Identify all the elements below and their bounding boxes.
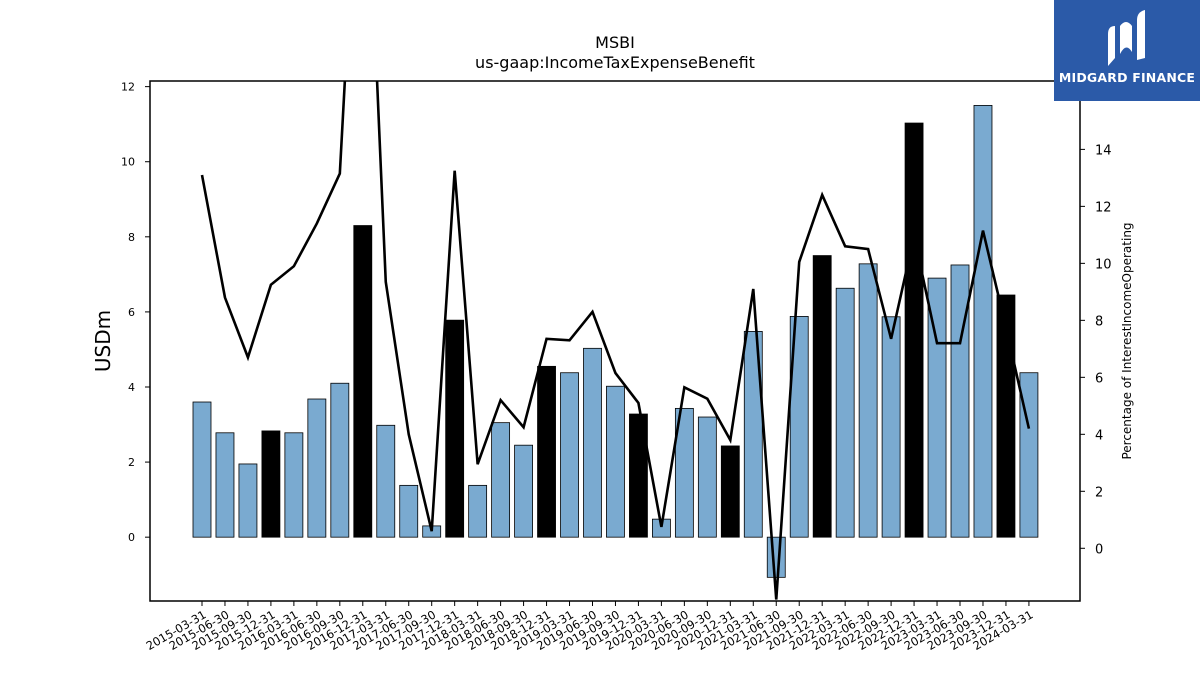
bar-2018-12-31 [537,365,556,538]
bar-2015-12-31 [261,430,281,538]
bar-2019-03-31 [560,372,579,538]
y-tick-label: 4 [128,381,135,394]
bar-2023-06-30 [950,264,970,538]
bar-2023-09-30 [973,105,993,538]
bar-2018-06-30 [491,422,511,538]
bar-2016-12-31 [353,225,373,538]
y2-tick-label: 0 [1095,542,1103,557]
bar-2021-06-30 [766,536,786,578]
bar-2016-06-30 [307,398,327,538]
bar-2016-09-30 [330,382,350,538]
y-tick-label: 0 [128,531,135,544]
bar-2020-06-30 [674,407,694,538]
bar-2015-06-30 [215,432,235,538]
bar-2020-12-31 [720,445,740,538]
y2-axis-label: Percentage of InterestIncomeOperating [1120,222,1134,459]
bar-2021-03-31 [743,331,763,538]
y-tick-label: 10 [121,156,135,169]
y2-tick-label: 6 [1095,371,1103,386]
bar-2022-03-31 [835,287,855,538]
bar-2017-12-31 [445,319,465,538]
bar-2017-03-31 [376,424,396,538]
bar-2018-09-30 [514,444,533,538]
bar-2022-09-30 [881,316,901,538]
bar-2017-06-30 [399,484,419,538]
bar-2015-09-30 [238,463,258,538]
y2-tick-label: 8 [1095,314,1103,329]
chart-subtitle: us-gaap:IncomeTaxExpenseBenefit [475,53,755,72]
bar-2022-06-30 [858,263,878,538]
bar-2019-12-31 [629,413,648,538]
bar-2022-12-31 [904,122,924,538]
bar-2021-12-31 [812,255,832,538]
y-tick-label: 8 [128,231,135,244]
y-axis-label: USDm [91,310,115,372]
bar-2018-03-31 [468,484,488,538]
bar-2016-03-31 [284,432,304,538]
bar-2020-09-30 [697,416,717,538]
logo-text: MIDGARD FINANCE [1058,70,1196,85]
y2-tick-label: 12 [1095,200,1112,215]
y2-tick-label: 4 [1095,428,1103,443]
logo-mark-icon [1108,10,1145,66]
bar-2019-09-30 [606,385,625,538]
y2-tick-label: 14 [1095,143,1112,158]
percentage-line [200,81,1031,600]
chart-title: MSBI [595,33,635,52]
bar-2021-09-30 [789,316,809,538]
bar-2019-06-30 [583,347,602,538]
bar-2023-12-31 [996,294,1016,538]
bar-2015-03-31 [192,401,212,538]
y-tick-label: 6 [128,306,135,319]
brand-logo: MIDGARD FINANCE [1054,0,1200,101]
y-tick-label: 12 [121,81,135,94]
y2-tick-label: 10 [1095,257,1112,272]
y-tick-label: 2 [128,456,135,469]
y2-tick-label: 2 [1095,485,1103,500]
